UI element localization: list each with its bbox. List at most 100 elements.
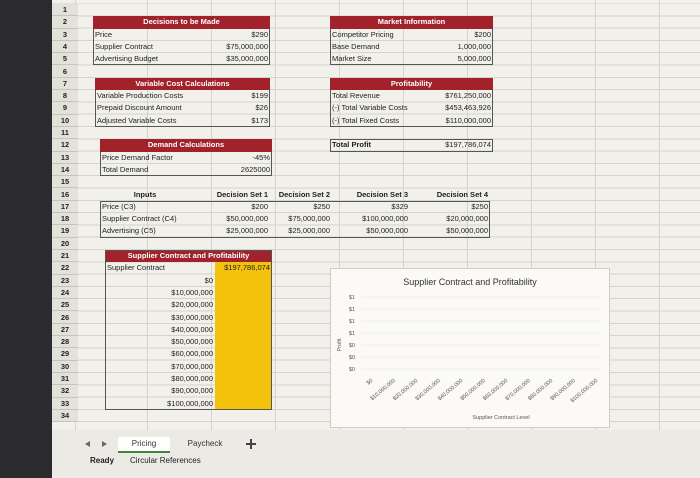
cell: $290 [251,29,268,39]
row-number: 22 [52,262,78,275]
cell: -45% [252,152,270,162]
cell: $173 [251,115,268,125]
cell: Variable Cost Calculations [95,77,270,91]
row-number: 13 [52,151,78,164]
cell: Decision Set 2 [278,189,330,199]
row-number: 29 [52,348,78,361]
cell: Supplier Contract [107,263,165,273]
cell: $10,000,000 [171,287,213,297]
row-number: 4 [52,40,78,54]
row-number: 26 [52,311,78,324]
cell: 1,000,000 [457,41,491,51]
cell: Price [95,29,113,39]
cell: $197,786,074 [445,140,491,150]
cell: Decision Set 4 [436,189,488,199]
row-number: 32 [52,385,78,398]
cell: Variable Production Costs [97,91,184,101]
x-label: $0 [366,378,375,387]
tab-nav[interactable] [80,437,120,451]
row-number: 9 [52,102,78,115]
cell: Market Information [330,16,493,29]
cell: Prepaid Discount Amount [97,103,182,113]
cell: Advertising Budget [95,54,158,64]
cell: Total Profit [332,140,372,150]
cell: Decision Set 3 [356,189,408,199]
cell: Profitability [330,77,493,91]
row-number: 6 [52,65,78,78]
cell: 2625000 [240,164,270,174]
row-number: 12 [52,139,78,152]
y-label: $1 [349,307,355,313]
row-number: 28 [52,336,78,349]
cell: Competitor Pricing [332,29,394,39]
status: Ready [90,456,115,465]
block [100,200,490,238]
cell: Price Demand Factor [102,152,173,162]
row-number: 21 [52,250,78,263]
row-number: 7 [52,77,78,91]
row-number: 19 [52,225,78,238]
cell: $30,000,000 [171,312,213,322]
cell: $80,000,000 [171,374,213,383]
row-number: 23 [52,274,78,287]
cell: $75,000,000 [226,41,268,51]
add-sheet[interactable] [244,437,258,451]
cell: (-) Total Fixed Costs [332,115,399,125]
cell: $100,000,000 [362,214,408,224]
cell: $50,000,000 [226,214,268,224]
sheet-tab[interactable]: Pricing [118,437,170,453]
cell: Total Demand [102,164,149,174]
cell: Decision Set 1 [216,189,268,199]
y-label: $1 [349,319,355,325]
cell: Supplier Contract and Profitability [105,250,272,263]
cell: $90,000,000 [171,386,213,396]
cell: Base Demand [332,41,380,51]
cell: $50,000,000 [171,337,213,347]
cell: Adjusted Variable Costs [97,115,177,125]
y-axis-label: Profit [337,338,343,351]
row-number: 33 [52,397,78,410]
row-number: 3 [52,28,78,41]
row-number: 1 [52,4,78,17]
cell: $40,000,000 [171,324,213,334]
cell: 5,000,000 [457,54,491,64]
row-number: 11 [52,127,78,140]
row-number: 24 [52,286,78,300]
highlight [215,262,272,410]
cell: Total Revenue [332,91,380,101]
row-number: 14 [52,163,78,177]
cell: $25,000,000 [288,226,330,236]
cell: Market Size [332,54,372,64]
chart[interactable]: Supplier Contract and Profitability $1 $1 $… [330,268,610,428]
cell: $250 [313,201,330,211]
y-label: $1 [349,295,355,301]
y-label: $0 [349,343,355,349]
cell: $75,000,000 [288,214,330,224]
row-number: 34 [52,409,78,423]
status: Circular References [130,456,201,465]
row-number: 15 [52,176,78,189]
cell: $110,000,000 [445,115,491,125]
row-number: 5 [52,53,78,66]
cell: Decisions to be Made [93,16,270,29]
x-axis-label: Supplier Contract Level [472,415,529,421]
sheet-tab[interactable]: Paycheck [187,439,223,448]
row-number: 8 [52,90,78,103]
block [105,250,272,410]
row-number: 25 [52,299,78,312]
row-number: 27 [52,323,78,337]
cell: Supplier Contract [95,41,153,51]
cell: $100,000,000 [167,398,213,408]
cell: $329 [391,201,408,211]
cell: $70,000,000 [171,361,213,371]
cell: $50,000,000 [446,226,488,236]
cell: (-) Total Variable Costs [332,103,408,113]
cell: $26 [255,103,268,113]
cell: $200 [251,201,268,211]
row-number: 16 [52,188,78,201]
cell: Supplier Contract (C4) [102,214,177,224]
row-number: 30 [52,360,78,373]
row-number: 10 [52,114,78,127]
cell: Inputs [133,189,157,199]
cell: $20,000,000 [446,214,488,224]
